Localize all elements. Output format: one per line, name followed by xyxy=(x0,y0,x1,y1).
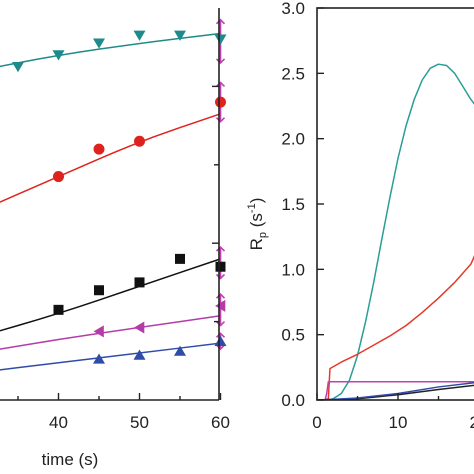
left-panel: 40 50 60 time (s) xyxy=(0,8,230,469)
left-error-bars xyxy=(215,18,226,351)
right-x-tick-label-2: 20 xyxy=(470,413,474,432)
right-y-tick-label-1: 0.5 xyxy=(281,326,305,345)
right-x-ticks: 0 10 20 xyxy=(312,393,474,432)
right-y-tick-label-0: 0.0 xyxy=(281,391,305,410)
data-point-s4-3 xyxy=(214,335,227,346)
right-series-line-2 xyxy=(324,380,474,400)
left-markers xyxy=(12,30,227,364)
data-point-s0-1 xyxy=(52,50,65,61)
data-point-s4-0 xyxy=(93,353,105,364)
error-bar-cap-top-4 xyxy=(215,332,226,338)
data-point-s1-3 xyxy=(215,96,226,108)
data-point-s0-3 xyxy=(133,30,146,41)
right-series-line-0 xyxy=(328,63,474,400)
error-bar-cap-top-2 xyxy=(215,245,226,252)
error-bar-cap-top-1 xyxy=(215,81,226,88)
left-x-axis-label: time (s) xyxy=(42,450,99,469)
data-point-s2-2 xyxy=(134,277,145,288)
error-bar-cap-top-3 xyxy=(215,293,226,299)
left-x-tick-label-2: 60 xyxy=(211,413,230,432)
data-point-s1-0 xyxy=(53,171,64,183)
data-point-s1-2 xyxy=(134,135,145,147)
right-y-ticks: 0.0 0.5 1.0 1.5 2.0 2.5 3.0 xyxy=(281,0,324,410)
left-fit-lines xyxy=(0,32,221,371)
error-bar-cap-bottom-0 xyxy=(215,58,226,65)
data-point-s3-0 xyxy=(93,325,104,338)
right-y-tick-label-3: 1.5 xyxy=(281,195,305,214)
right-y-tick-label-2: 1.0 xyxy=(281,260,305,279)
data-point-s4-1 xyxy=(133,349,146,360)
error-bar-cap-bottom-3 xyxy=(215,320,226,327)
left-fit-line-2 xyxy=(0,258,221,332)
left-fit-line-4 xyxy=(0,342,221,371)
error-bar-cap-bottom-1 xyxy=(215,117,226,123)
data-point-s0-5 xyxy=(214,34,227,45)
data-point-s0-4 xyxy=(174,30,186,41)
right-y-tick-label-5: 2.5 xyxy=(281,64,305,83)
right-y-axis-label: Rp (s-1) xyxy=(246,198,269,251)
data-point-s1-1 xyxy=(93,143,105,155)
left-x-tick-label-0: 40 xyxy=(49,413,68,432)
right-panel: 0 10 20 0.0 0.5 1.0 1.5 2.0 2.5 3.0 Rp (s-1) xyxy=(246,0,474,432)
right-series-line-1 xyxy=(324,255,474,400)
data-point-s4-2 xyxy=(174,345,186,356)
data-point-s2-3 xyxy=(175,253,185,264)
right-series-line-3 xyxy=(317,384,474,400)
left-y-ticks xyxy=(212,85,219,323)
data-point-s2-4 xyxy=(215,261,226,272)
data-point-s2-0 xyxy=(53,304,64,315)
error-bar-cap-bottom-2 xyxy=(215,273,226,280)
right-series-line-4 xyxy=(317,382,474,400)
right-x-tick-label-0: 0 xyxy=(312,413,321,432)
right-series-lines xyxy=(317,63,474,400)
right-plot-frame xyxy=(316,7,474,401)
left-x-tick-label-1: 50 xyxy=(130,413,149,432)
data-point-s3-2 xyxy=(215,299,226,312)
data-point-s0-2 xyxy=(93,38,105,49)
error-bar-cap-bottom-4 xyxy=(215,344,226,351)
data-point-s0-0 xyxy=(12,62,24,73)
error-bar-cap-top-0 xyxy=(215,18,226,25)
left-fit-line-1 xyxy=(0,113,221,203)
left-fit-line-0 xyxy=(0,32,221,68)
data-point-s3-1 xyxy=(134,321,145,334)
right-x-tick-label-1: 10 xyxy=(389,413,408,432)
right-y-tick-label-6: 3.0 xyxy=(281,0,305,18)
left-x-ticks: 40 50 60 xyxy=(17,393,230,432)
right-y-tick-label-4: 2.0 xyxy=(281,130,305,149)
data-point-s2-1 xyxy=(94,285,104,296)
